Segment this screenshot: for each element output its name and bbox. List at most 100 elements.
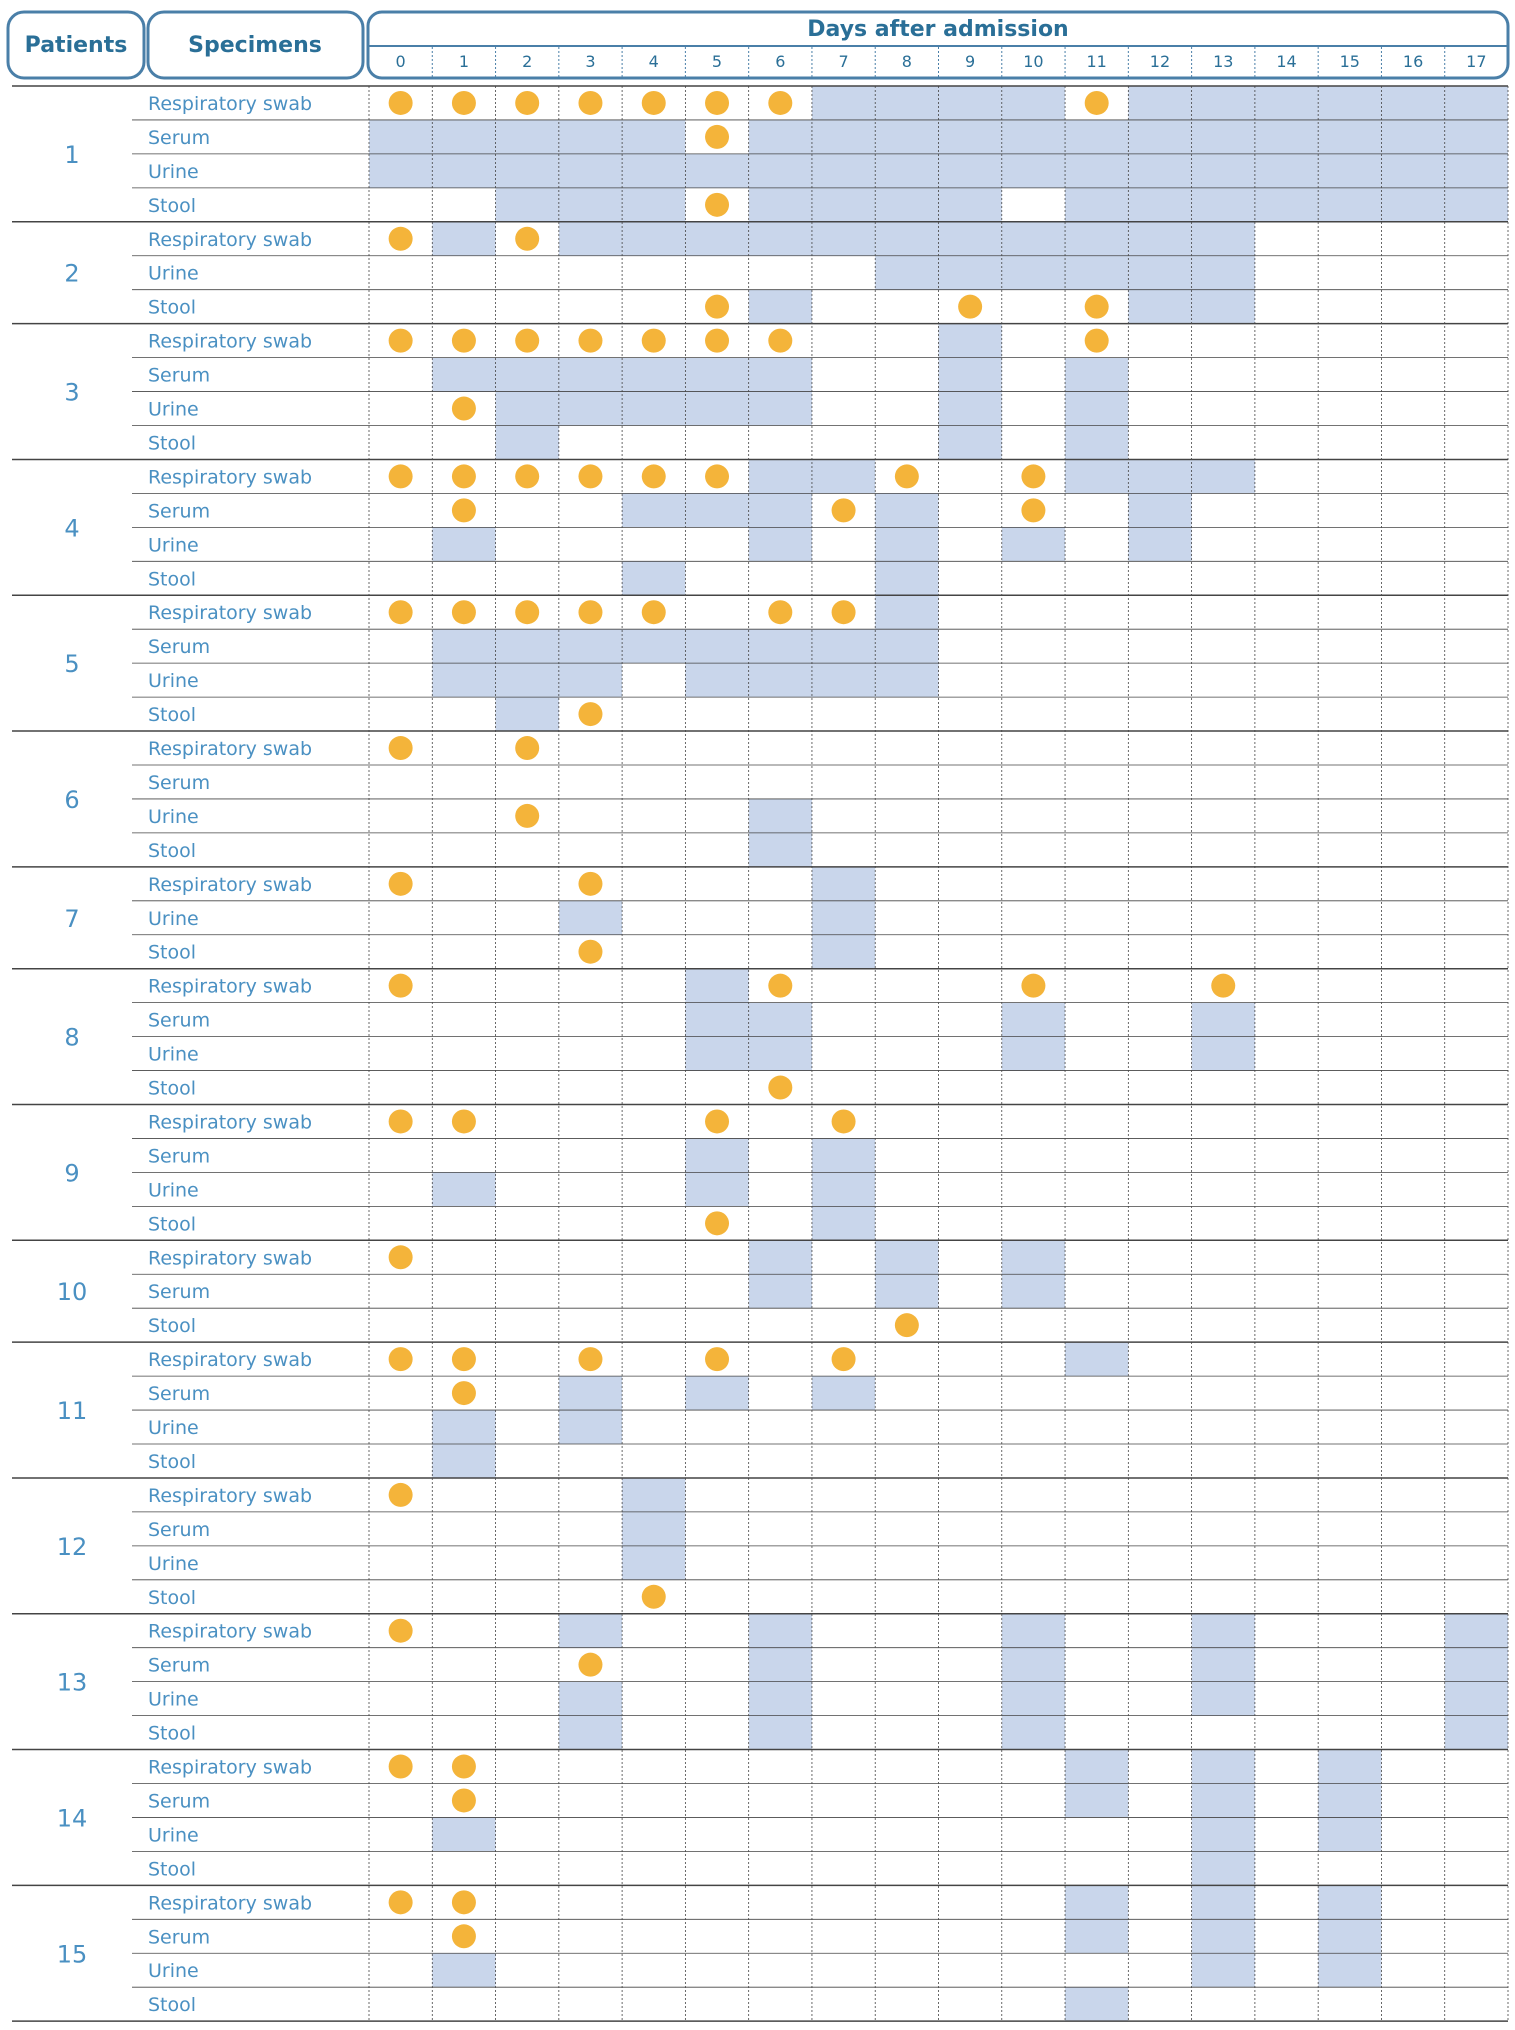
day-tick-label: 12 <box>1150 52 1170 71</box>
shaded-cell <box>1191 221 1255 256</box>
shaded-cell <box>622 561 686 596</box>
shaded-cell <box>1065 1783 1129 1818</box>
patient-label: 6 <box>64 786 79 814</box>
specimen-label: Respiratory swab <box>148 602 312 624</box>
shaded-cell <box>495 187 559 222</box>
shaded-cell <box>1001 527 1066 562</box>
positive-dot <box>705 1211 730 1236</box>
shaded-cell <box>558 629 623 664</box>
shaded-cell <box>1318 86 1382 120</box>
positive-dot <box>388 871 413 896</box>
positive-dot <box>1084 90 1109 115</box>
shaded-cell <box>875 629 939 664</box>
specimen-label: Urine <box>148 1417 199 1439</box>
specimen-label: Respiratory swab <box>148 738 312 760</box>
shaded-cell <box>685 493 749 528</box>
shaded-cell <box>748 1274 812 1309</box>
shaded-cell <box>811 629 876 664</box>
shaded-cell <box>1318 1749 1382 1784</box>
shaded-cell <box>811 1376 876 1411</box>
patient-label: 11 <box>57 1397 88 1425</box>
shaded-cell <box>558 119 623 154</box>
shaded-cell <box>685 1138 749 1173</box>
specimen-label: Serum <box>148 1145 210 1167</box>
shaded-cell <box>1065 153 1129 188</box>
shaded-cell <box>1191 1953 1255 1988</box>
shaded-cell <box>685 357 749 392</box>
shaded-cell <box>875 86 939 120</box>
positive-dots-layer <box>388 90 1236 1949</box>
positive-dot <box>705 1109 730 1134</box>
shaded-cell <box>1001 1715 1066 1750</box>
shaded-cell <box>1444 1715 1508 1750</box>
shaded-cell <box>748 832 812 867</box>
shaded-cell <box>748 629 812 664</box>
shaded-cell <box>1001 255 1066 290</box>
positive-dot <box>768 973 793 998</box>
shaded-cell <box>1191 1647 1255 1682</box>
shaded-cell <box>811 1172 876 1207</box>
positive-dot <box>705 1347 730 1372</box>
specimen-label: Stool <box>148 297 196 319</box>
patient-label: 1 <box>64 141 79 169</box>
shaded-cell <box>1318 1817 1382 1852</box>
shaded-cell <box>1191 1749 1255 1784</box>
shaded-cell <box>938 86 1002 120</box>
specimen-label: Respiratory swab <box>148 229 312 251</box>
shaded-cell <box>748 153 812 188</box>
specimen-label: Serum <box>148 127 210 149</box>
shaded-cell <box>938 221 1002 256</box>
specimen-label: Respiratory swab <box>148 1621 312 1643</box>
shaded-cell <box>1381 153 1445 188</box>
positive-dot <box>388 600 413 625</box>
positive-dot <box>1021 464 1046 489</box>
shaded-cell <box>1318 153 1382 188</box>
positive-dot <box>451 1109 476 1134</box>
positive-dot <box>831 498 856 523</box>
shaded-cell <box>811 1206 876 1241</box>
shaded-cell <box>875 595 939 630</box>
positive-dot <box>515 90 540 115</box>
day-tick-label: 6 <box>775 52 785 71</box>
specimen-label: Serum <box>148 636 210 658</box>
positive-dot <box>451 1754 476 1779</box>
patient-label: 9 <box>64 1159 79 1187</box>
shaded-cell <box>1128 289 1192 324</box>
shaded-cell <box>1065 255 1129 290</box>
positive-dot <box>388 1754 413 1779</box>
shaded-cell <box>875 493 939 528</box>
shaded-cell <box>1065 1749 1129 1784</box>
positive-dot <box>958 294 983 319</box>
shaded-cell <box>1191 1885 1255 1920</box>
shaded-cell <box>432 629 496 664</box>
specimen-label: Urine <box>148 1179 199 1201</box>
positive-dot <box>768 600 793 625</box>
shaded-cell <box>1444 1613 1508 1648</box>
shaded-cell <box>495 629 559 664</box>
header-layer: Patients Specimens Days after admission … <box>6 10 1510 80</box>
positive-dot <box>831 600 856 625</box>
shaded-cell <box>1191 1681 1255 1716</box>
shaded-cell <box>1444 187 1508 222</box>
shaded-cell <box>1444 153 1508 188</box>
shaded-cell <box>1444 119 1508 154</box>
shaded-cell <box>685 1172 749 1207</box>
positive-dot <box>515 328 540 353</box>
shaded-cell <box>938 187 1002 222</box>
positive-dot <box>768 328 793 353</box>
shaded-cell <box>748 1002 812 1037</box>
shaded-cell <box>875 663 939 698</box>
shaded-cell <box>1254 119 1319 154</box>
patient-label: 14 <box>57 1804 88 1832</box>
positive-dot <box>451 396 476 421</box>
specimen-label: Stool <box>148 1451 196 1473</box>
shaded-cell <box>558 221 623 256</box>
shaded-cell <box>748 1036 812 1071</box>
shaded-cell <box>495 391 559 426</box>
shaded-cell <box>1254 86 1319 120</box>
shaded-cell <box>1128 221 1192 256</box>
shaded-cell <box>1128 119 1192 154</box>
positive-dot <box>705 328 730 353</box>
shaded-cell <box>748 459 812 494</box>
shaded-cell <box>875 221 939 256</box>
